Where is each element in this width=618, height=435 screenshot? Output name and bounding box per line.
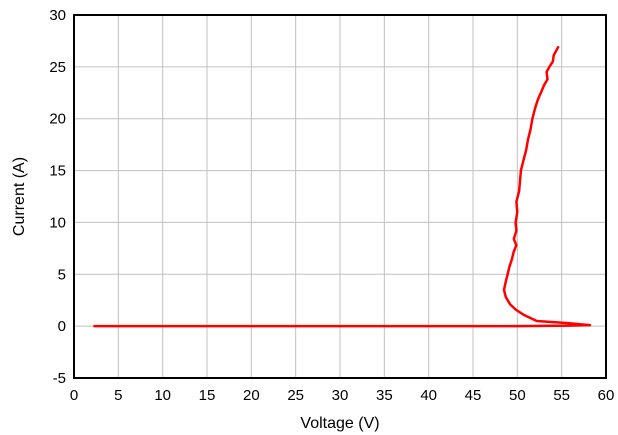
y-tick-label: 0 [58, 318, 66, 335]
y-tick-label: 30 [49, 7, 66, 24]
y-tick-label: 10 [49, 214, 66, 231]
y-tick-label: 5 [58, 266, 66, 283]
x-tick-label: 45 [465, 387, 482, 404]
x-tick-label: 40 [420, 387, 437, 404]
x-tick-label: 20 [243, 387, 260, 404]
x-tick-label: 25 [287, 387, 304, 404]
grid [73, 14, 607, 379]
y-tick-label: -5 [53, 370, 66, 387]
x-tick-label: 30 [332, 387, 349, 404]
series-line-0 [93, 45, 592, 328]
x-tick-label: 10 [154, 387, 171, 404]
y-axis: -5 0 5 10 15 20 25 30 [49, 7, 66, 387]
x-axis: 0 5 10 15 20 25 30 35 40 45 50 55 60 [70, 387, 615, 404]
x-tick-label: 35 [376, 387, 393, 404]
x-tick-label: 50 [509, 387, 526, 404]
plot-frame [73, 14, 607, 379]
series-layer [93, 45, 592, 328]
y-tick-label: 15 [49, 163, 66, 180]
x-tick-label: 60 [598, 387, 615, 404]
y-tick-label: 20 [49, 111, 66, 128]
x-tick-label: 5 [114, 387, 122, 404]
y-tick-label: 25 [49, 59, 66, 76]
x-tick-label: 55 [553, 387, 570, 404]
x-tick-label: 0 [70, 387, 78, 404]
y-axis-label: Current (A) [11, 157, 28, 236]
x-axis-label: Voltage (V) [300, 415, 379, 432]
x-tick-label: 15 [199, 387, 216, 404]
